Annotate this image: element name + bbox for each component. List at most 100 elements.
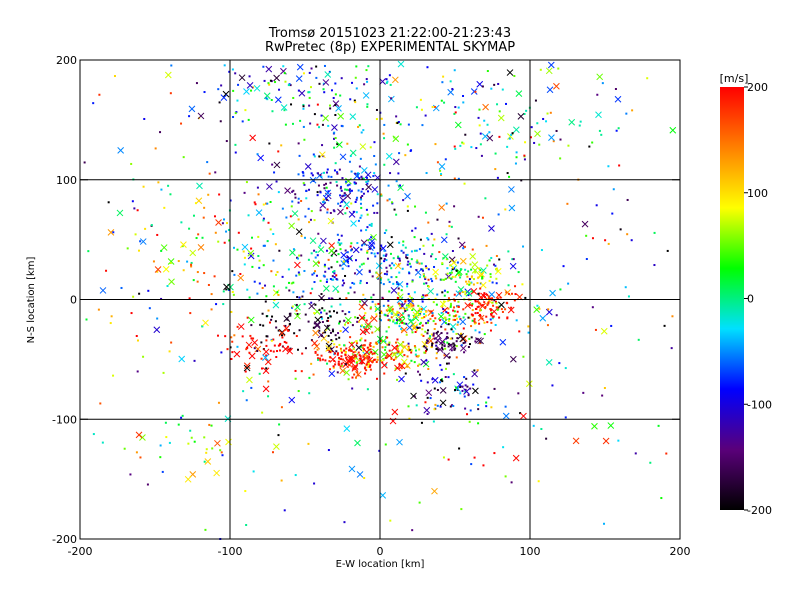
scatter-point [214, 231, 217, 234]
scatter-point [366, 103, 369, 106]
scatter-point [263, 79, 266, 82]
scatter-point [411, 309, 414, 312]
scatter-point [392, 353, 395, 356]
scatter-point [480, 154, 483, 157]
scatter-point [372, 204, 375, 207]
scatter-point [313, 249, 316, 252]
scatter-point [396, 122, 399, 125]
scatter-point [372, 175, 375, 178]
scatter-point [367, 180, 370, 183]
scatter-cross [107, 229, 115, 236]
scatter-point [477, 292, 480, 295]
scatter-point [367, 239, 370, 242]
scatter-point [492, 304, 495, 307]
scatter-point [160, 188, 163, 191]
chart-title: Tromsø 20151023 21:22:00-21:23:43 [268, 26, 511, 41]
scatter-cross [358, 303, 366, 311]
scatter-point [288, 289, 291, 292]
scatter-point [410, 303, 413, 306]
scatter-point [290, 205, 293, 208]
scatter-point [207, 193, 210, 196]
scatter-cross [480, 267, 487, 274]
scatter-point [435, 357, 438, 360]
scatter-point [384, 443, 387, 446]
scatter-point [134, 233, 137, 236]
scatter-point [454, 111, 457, 114]
scatter-point [488, 131, 491, 134]
scatter-cross [309, 176, 317, 184]
scatter-point [232, 89, 235, 92]
scatter-cross [439, 399, 447, 407]
scatter-point [340, 355, 343, 358]
scatter-point [374, 358, 377, 361]
scatter-point [395, 281, 398, 284]
scatter-point [478, 292, 481, 295]
scatter-point [373, 352, 376, 355]
scatter-point [355, 259, 358, 262]
scatter-point [327, 124, 330, 127]
scatter-cross [317, 246, 325, 253]
scatter-cross [498, 301, 505, 309]
scatter-point [379, 319, 382, 322]
scatter-point [389, 252, 392, 255]
scatter-point [353, 368, 356, 371]
scatter-cross [478, 270, 485, 278]
scatter-point [559, 138, 562, 141]
scatter-point [195, 237, 198, 240]
scatter-point [415, 106, 418, 109]
scatter-point [329, 315, 332, 318]
scatter-point [323, 263, 326, 266]
scatter-cross [477, 314, 485, 322]
scatter-point [397, 256, 400, 259]
scatter-point [195, 82, 198, 85]
scatter-point [406, 308, 409, 311]
scatter-point [307, 320, 310, 323]
scatter-point [365, 328, 368, 331]
scatter-point [348, 183, 351, 186]
scatter-point [492, 315, 495, 318]
scatter-point [448, 220, 451, 223]
scatter-point [462, 101, 465, 104]
scatter-point [451, 268, 454, 271]
scatter-point [358, 165, 361, 168]
scatter-point [301, 171, 304, 174]
scatter-point [326, 362, 329, 365]
scatter-point [418, 501, 421, 504]
scatter-cross [425, 389, 433, 397]
scatter-cross [343, 425, 351, 433]
scatter-point [301, 295, 304, 298]
scatter-point [323, 265, 326, 268]
scatter-point [459, 276, 462, 279]
scatter-point [321, 144, 324, 147]
scatter-cross [516, 293, 523, 301]
scatter-point [377, 302, 380, 305]
scatter-point [490, 311, 493, 314]
scatter-point [448, 225, 451, 228]
scatter-point [450, 225, 453, 228]
scatter-cross [471, 266, 479, 274]
scatter-point [489, 318, 492, 321]
scatter-cross [460, 344, 467, 352]
scatter-point [302, 72, 305, 75]
scatter-point [244, 490, 247, 493]
scatter-point [522, 245, 525, 248]
scatter-point [514, 162, 517, 165]
scatter-point [579, 120, 582, 123]
scatter-point [269, 228, 272, 231]
scatter-cross [480, 292, 488, 300]
scatter-point [307, 258, 310, 261]
scatter-point [385, 81, 388, 84]
scatter-point [454, 318, 457, 321]
scatter-point [332, 330, 335, 333]
scatter-point [350, 361, 353, 364]
scatter-cross [614, 95, 622, 103]
scatter-point [258, 266, 261, 269]
scatter-point [331, 340, 334, 343]
scatter-point [421, 295, 424, 298]
scatter-point [426, 396, 429, 399]
scatter-point [281, 207, 284, 210]
scatter-point [417, 370, 420, 373]
scatter-point [607, 242, 610, 245]
scatter-cross [482, 103, 489, 111]
